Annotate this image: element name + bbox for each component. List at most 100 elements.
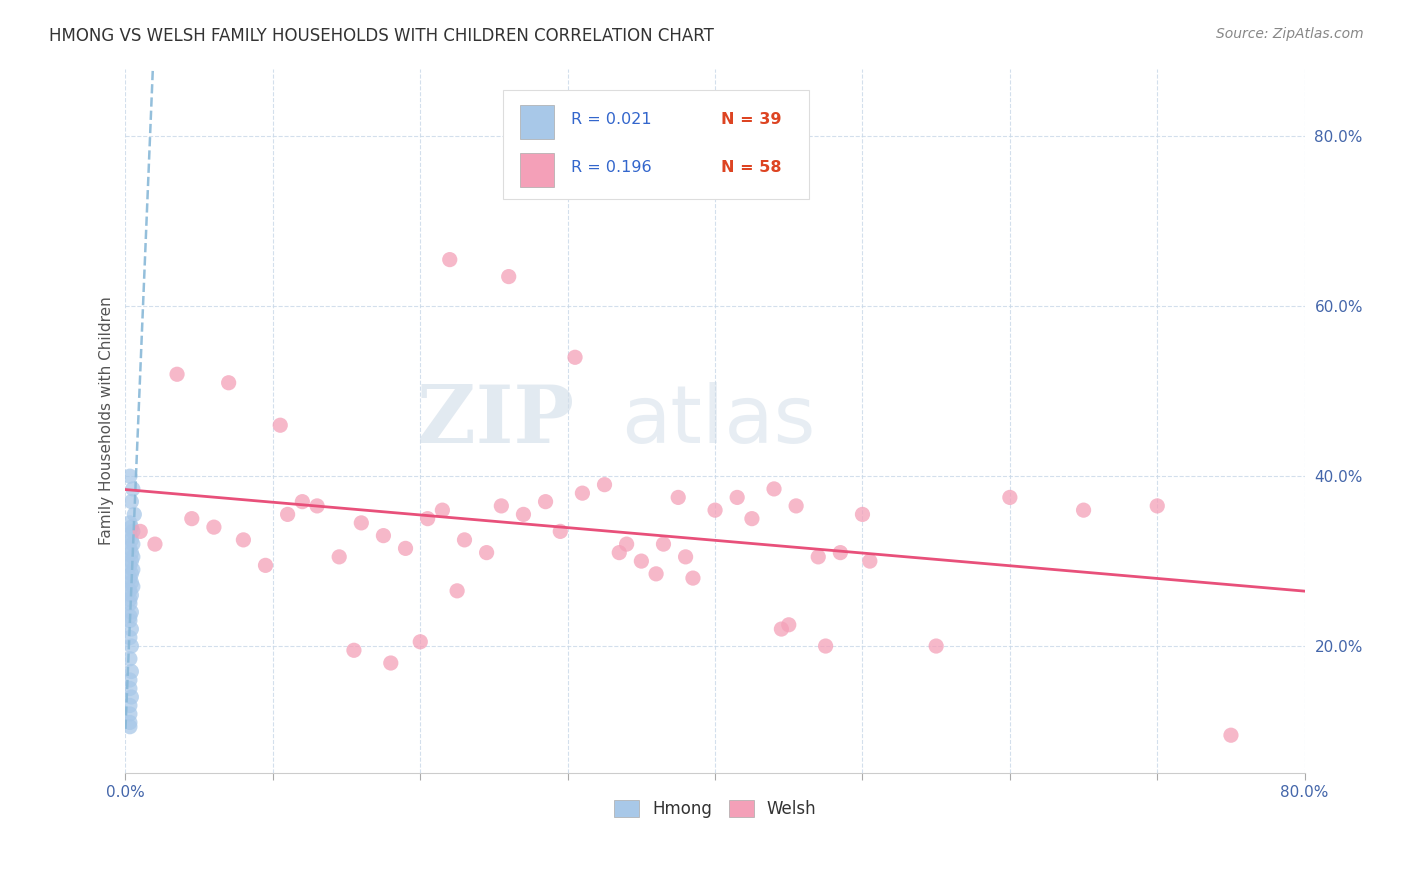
Text: HMONG VS WELSH FAMILY HOUSEHOLDS WITH CHILDREN CORRELATION CHART: HMONG VS WELSH FAMILY HOUSEHOLDS WITH CH…: [49, 27, 714, 45]
Point: [118, 698, 141, 713]
Point: [120, 665, 142, 679]
Point: [725, 491, 748, 505]
Point: [453, 533, 475, 547]
Point: [607, 546, 630, 560]
Point: [512, 508, 534, 522]
Point: [118, 706, 141, 721]
Point: [118, 541, 141, 556]
Point: [491, 499, 513, 513]
Point: [439, 252, 461, 267]
Point: [550, 524, 572, 539]
Point: [120, 566, 142, 581]
Point: [121, 524, 143, 539]
Point: [120, 533, 142, 547]
Point: [343, 643, 366, 657]
Point: [704, 503, 727, 517]
Point: [291, 494, 314, 508]
Point: [218, 376, 240, 390]
Point: [350, 516, 373, 530]
Text: R = 0.021: R = 0.021: [571, 112, 652, 127]
Point: [616, 537, 638, 551]
Point: [652, 537, 675, 551]
Point: [118, 592, 141, 607]
Point: [118, 583, 141, 598]
Point: [118, 681, 141, 696]
Point: [118, 631, 141, 645]
Point: [416, 511, 439, 525]
Point: [785, 499, 807, 513]
Text: R = 0.196: R = 0.196: [571, 160, 652, 175]
Point: [121, 549, 143, 564]
Point: [118, 614, 141, 628]
Point: [571, 486, 593, 500]
Point: [118, 528, 141, 542]
Point: [778, 617, 800, 632]
Point: [118, 516, 141, 530]
Point: [129, 524, 152, 539]
Point: [120, 520, 142, 534]
Point: [120, 639, 142, 653]
Point: [277, 508, 299, 522]
Point: [432, 503, 454, 517]
FancyBboxPatch shape: [520, 153, 554, 187]
Point: [380, 656, 402, 670]
Point: [814, 639, 837, 653]
Point: [925, 639, 948, 653]
Point: [118, 558, 141, 573]
Point: [121, 537, 143, 551]
Point: [232, 533, 254, 547]
Point: [770, 622, 793, 636]
Point: [593, 477, 616, 491]
Point: [1220, 728, 1243, 742]
Point: [741, 511, 763, 525]
Point: [645, 566, 668, 581]
FancyBboxPatch shape: [503, 90, 810, 199]
Point: [120, 588, 142, 602]
Point: [118, 597, 141, 611]
Point: [409, 634, 432, 648]
Text: atlas: atlas: [620, 382, 815, 460]
FancyBboxPatch shape: [520, 105, 554, 139]
Point: [394, 541, 416, 556]
Point: [120, 605, 142, 619]
Point: [121, 580, 143, 594]
Point: [118, 469, 141, 483]
Point: [534, 494, 557, 508]
Point: [498, 269, 520, 284]
Point: [180, 511, 202, 525]
Point: [373, 528, 395, 542]
Point: [307, 499, 329, 513]
Point: [254, 558, 277, 573]
Point: [120, 690, 142, 704]
Point: [1146, 499, 1168, 513]
Point: [118, 673, 141, 687]
Point: [120, 575, 142, 590]
Point: [120, 622, 142, 636]
Point: [118, 720, 141, 734]
Point: [118, 715, 141, 730]
Point: [166, 368, 188, 382]
Point: [120, 554, 142, 568]
Point: [118, 571, 141, 585]
Point: [1073, 503, 1095, 517]
Point: [859, 554, 882, 568]
Point: [202, 520, 225, 534]
Text: ZIP: ZIP: [416, 382, 574, 460]
Point: [998, 491, 1021, 505]
Point: [564, 351, 586, 365]
Point: [121, 563, 143, 577]
Point: [675, 549, 697, 564]
Point: [630, 554, 652, 568]
Point: [120, 546, 142, 560]
Point: [120, 494, 142, 508]
Y-axis label: Family Households with Children: Family Households with Children: [100, 297, 114, 545]
Text: N = 58: N = 58: [721, 160, 782, 175]
Point: [118, 652, 141, 666]
Legend: Hmong, Welsh: Hmong, Welsh: [607, 794, 823, 825]
Point: [475, 546, 498, 560]
Text: N = 39: N = 39: [721, 112, 782, 127]
Point: [446, 583, 468, 598]
Point: [269, 418, 291, 433]
Point: [121, 482, 143, 496]
Point: [682, 571, 704, 585]
